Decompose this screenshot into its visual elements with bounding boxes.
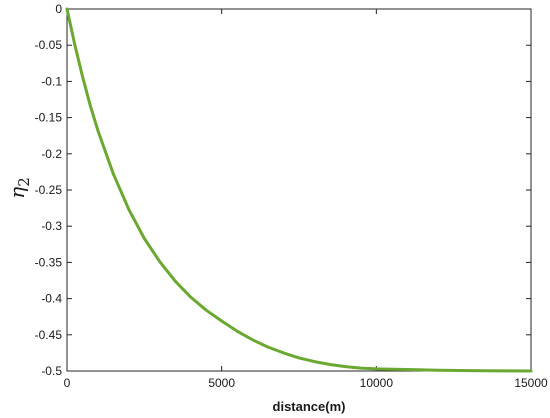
x-tick-label: 10000 xyxy=(360,376,394,390)
y-tick-label: -0.2 xyxy=(41,147,62,161)
y-tick-label: -0.45 xyxy=(35,328,63,342)
svg-text:η2: η2 xyxy=(5,177,33,199)
y-tick-label: -0.3 xyxy=(41,219,62,233)
y-tick-label: -0.35 xyxy=(35,255,63,269)
x-tick-label: 5000 xyxy=(208,376,235,390)
y-axis-label-symbol: η xyxy=(5,187,29,199)
plot-area: 0 5000 10000 15000 0 -0.05 -0.1 -0.15 -0.2 -0.25 -… xyxy=(35,2,548,390)
axes-frame xyxy=(66,8,532,372)
y-tick-label: -0.05 xyxy=(35,38,63,52)
y-axis-label-subscript: 2 xyxy=(15,177,33,187)
x-tick-label: 0 xyxy=(64,376,71,390)
y-tick-label: -0.4 xyxy=(41,292,62,306)
y-tick-label: -0.1 xyxy=(41,74,62,88)
series-line-0 xyxy=(65,7,533,373)
y-tick-label: -0.5 xyxy=(41,364,62,378)
y-axis-label: η2 xyxy=(5,177,33,199)
x-tick-label: 15000 xyxy=(514,376,548,390)
y-tick-label: -0.25 xyxy=(35,183,63,197)
x-axis-label: distance(m) xyxy=(273,399,346,414)
y-tick-label: 0 xyxy=(55,2,62,16)
y-tick-label: -0.15 xyxy=(35,111,63,125)
